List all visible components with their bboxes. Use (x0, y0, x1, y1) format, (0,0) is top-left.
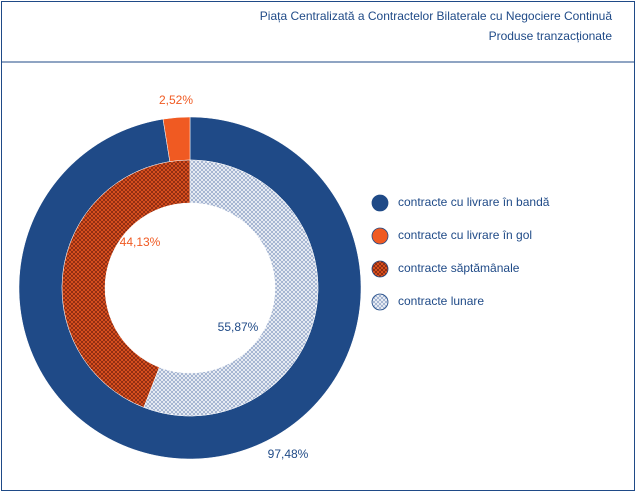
legend-label: contracte săptămânale (398, 261, 520, 275)
data-label: 97,48% (268, 447, 309, 461)
data-label: 2,52% (159, 93, 193, 107)
chart-subtitle: Produse tranzacționate (489, 29, 613, 43)
legend-swatch (371, 194, 389, 212)
data-label: 44,13% (120, 235, 161, 249)
data-label: 55,87% (218, 320, 259, 334)
donut-segment (143, 159, 319, 417)
chart-title: Piața Centralizată a Contractelor Bilate… (260, 9, 613, 23)
legend-label: contracte lunare (398, 294, 484, 308)
legend-label: contracte cu livrare în gol (398, 228, 532, 242)
legend-swatch (371, 227, 389, 245)
legend-label: contracte cu livrare în bandă (398, 195, 550, 209)
donut-segment (61, 159, 191, 408)
legend-swatch (371, 293, 389, 311)
legend-swatch (371, 260, 389, 278)
